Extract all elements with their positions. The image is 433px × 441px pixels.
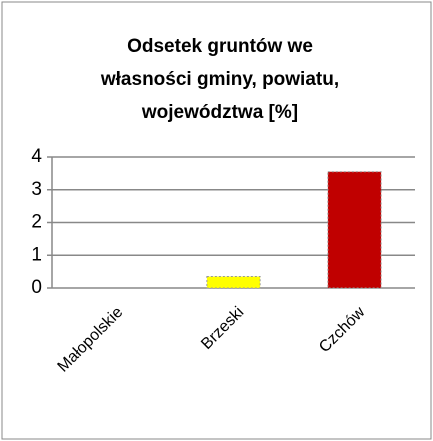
y-tick-label: 1 — [31, 244, 42, 265]
y-tick-label: 0 — [31, 277, 42, 298]
chart-title: Odsetek gruntów we własności gminy, powi… — [100, 36, 340, 123]
y-tick-label: 4 — [31, 146, 42, 167]
bar — [206, 276, 261, 289]
y-tick-label: 2 — [31, 212, 42, 233]
bar — [327, 171, 382, 289]
y-tick-label: 3 — [31, 179, 42, 200]
